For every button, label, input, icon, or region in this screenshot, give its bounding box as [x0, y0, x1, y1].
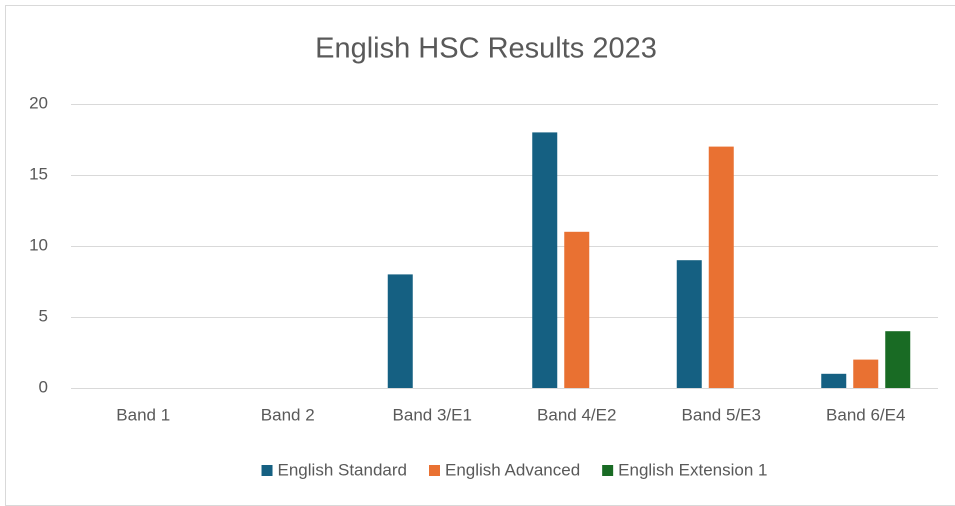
x-tick-label: Band 3/E1 [393, 405, 472, 424]
bar [676, 260, 702, 388]
bar [708, 146, 734, 388]
legend-label: English Extension 1 [618, 460, 767, 479]
bar [821, 373, 847, 388]
chart-frame [5, 5, 955, 506]
x-tick-label: Band 2 [261, 405, 315, 424]
bar [564, 231, 590, 388]
legend-swatch [261, 465, 273, 476]
y-tick-label: 10 [29, 235, 48, 254]
bar [387, 274, 413, 388]
x-tick-label: Band 1 [116, 405, 170, 424]
chart-title: English HSC Results 2023 [315, 33, 657, 65]
x-tick-label: Band 5/E3 [682, 405, 761, 424]
legend-swatch [429, 465, 440, 476]
x-tick-label: Band 4/E2 [537, 405, 616, 424]
bar [532, 132, 558, 388]
legend-label: English Advanced [445, 460, 580, 479]
bar [853, 359, 879, 388]
legend-label: English Standard [278, 460, 407, 479]
y-tick-label: 15 [29, 164, 48, 183]
legend-swatch [602, 465, 614, 476]
x-tick-label: Band 6/E4 [826, 405, 905, 424]
y-tick-label: 0 [39, 377, 48, 396]
y-tick-label: 20 [29, 93, 48, 112]
bar [885, 331, 911, 388]
y-tick-label: 5 [39, 306, 48, 325]
